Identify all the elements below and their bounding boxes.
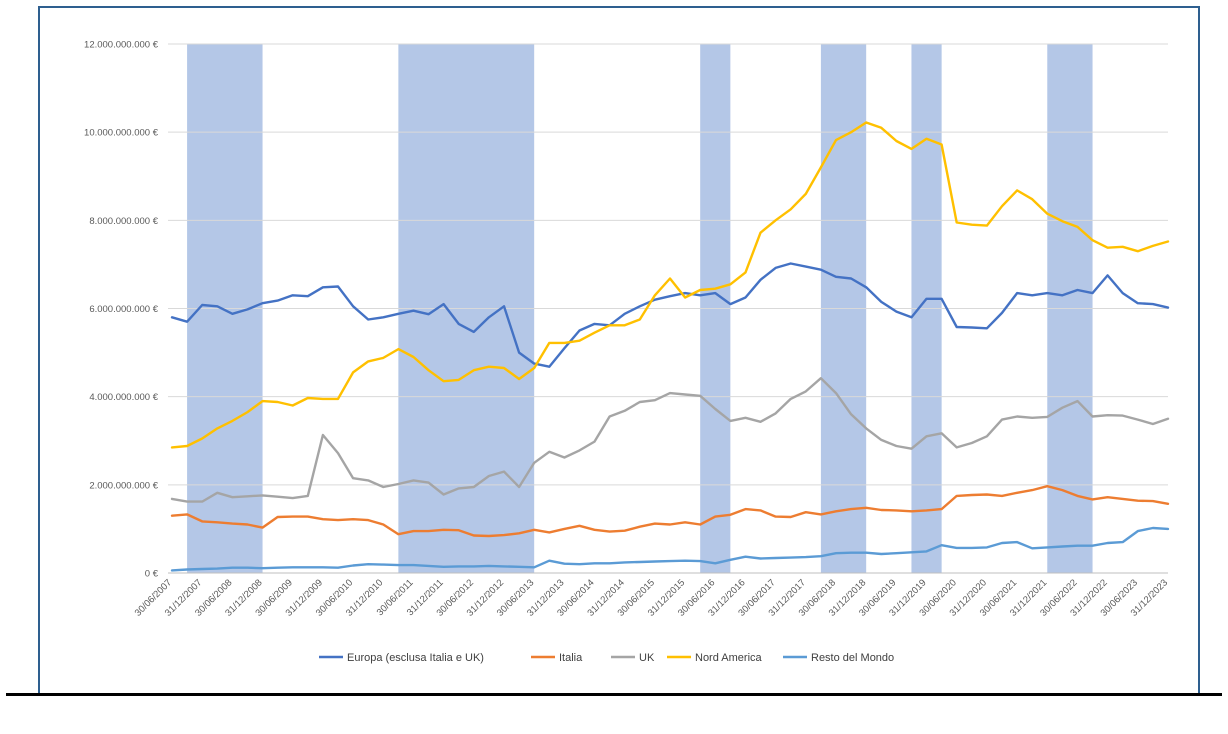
y-tick-labels: 0 € 2.000.000.000 € 4.000.000.000 € 6.000.0… bbox=[84, 40, 159, 580]
y-tick-label: 12.000.000.000 € bbox=[84, 40, 159, 51]
legend: Europa (esclusa Italia e UK) Italia UK Nord… bbox=[319, 652, 894, 664]
y-tick-label: 2.000.000.000 € bbox=[89, 480, 158, 491]
bottom-rule bbox=[6, 693, 1222, 696]
series-line bbox=[170, 262, 1170, 368]
y-tick-label: 8.000.000.000 € bbox=[89, 216, 158, 227]
x-tick-labels: 30/06/200731/12/200730/06/200831/12/2008… bbox=[133, 577, 1170, 618]
legend-label: Resto del Mondo bbox=[811, 652, 894, 664]
legend-label: UK bbox=[639, 652, 655, 664]
legend-label: Europa (esclusa Italia e UK) bbox=[347, 652, 484, 664]
gridlines bbox=[168, 43, 1168, 574]
series-line bbox=[170, 526, 1170, 572]
series-line bbox=[170, 121, 1170, 449]
series-lines bbox=[170, 121, 1170, 572]
y-tick-label: 0 € bbox=[145, 569, 159, 580]
series-line bbox=[170, 377, 1170, 503]
y-tick-label: 4.000.000.000 € bbox=[89, 392, 158, 403]
legend-label: Italia bbox=[559, 652, 583, 664]
y-tick-label: 6.000.000.000 € bbox=[89, 304, 158, 315]
y-tick-label: 10.000.000.000 € bbox=[84, 128, 159, 139]
series-line bbox=[170, 485, 1170, 538]
legend-label: Nord America bbox=[695, 652, 763, 664]
